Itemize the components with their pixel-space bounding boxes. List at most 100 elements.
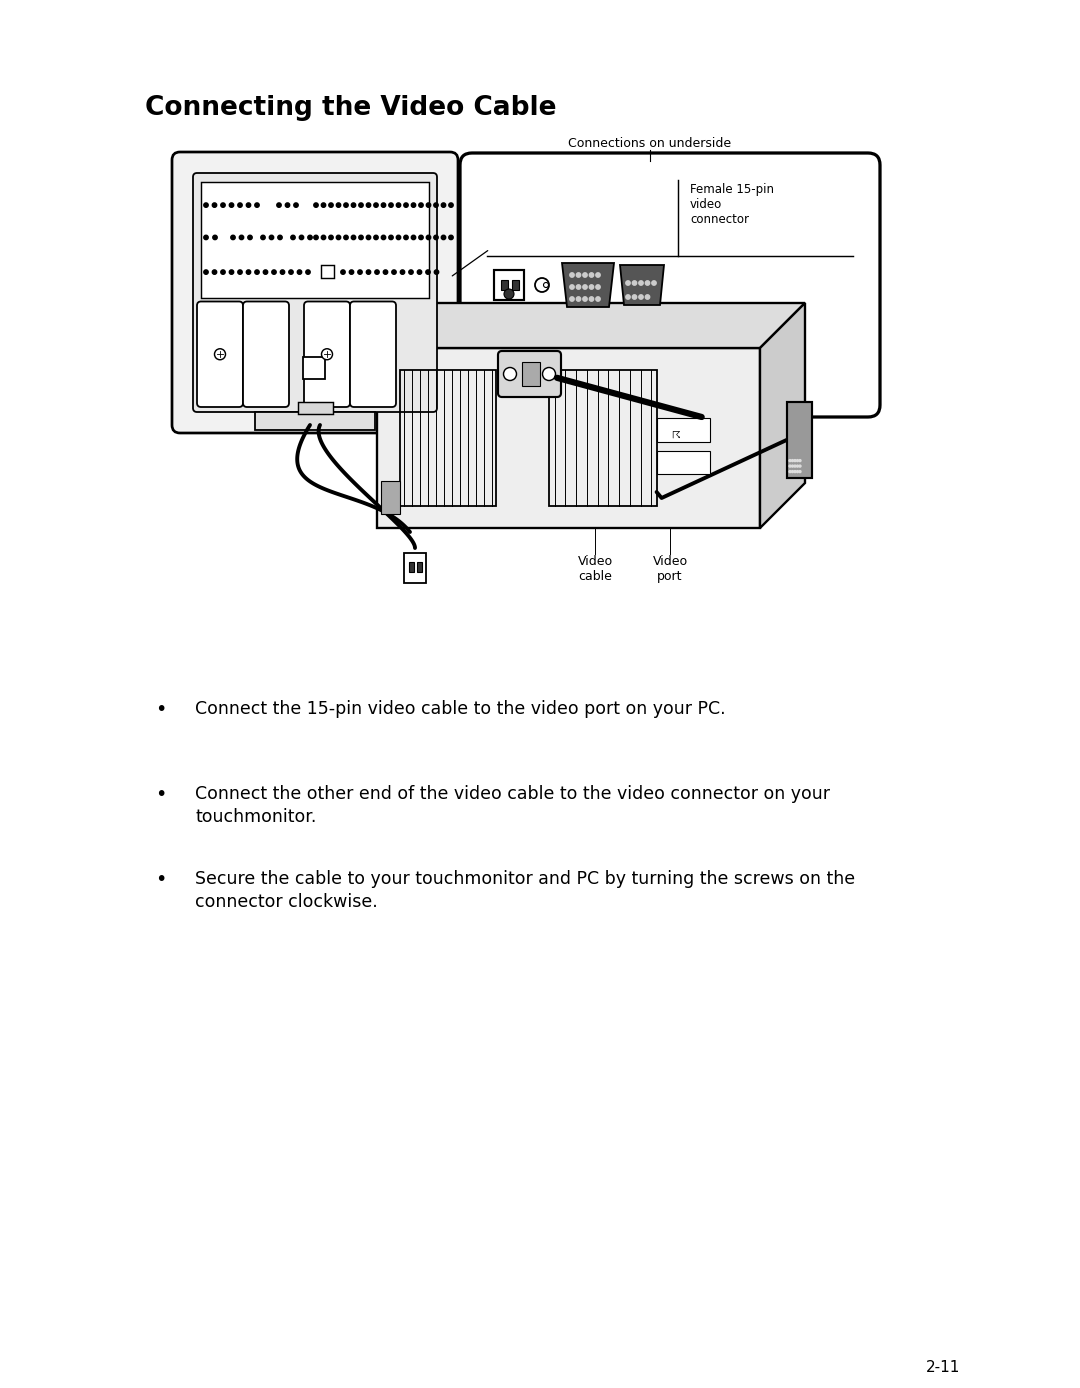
Bar [408,562,414,572]
Circle shape [351,235,355,240]
Bar [303,357,325,379]
Circle shape [357,269,362,275]
Circle shape [260,235,266,240]
Circle shape [434,269,438,275]
Text: 2-11: 2-11 [926,1360,960,1376]
Circle shape [535,278,549,291]
FancyBboxPatch shape [197,301,243,407]
Circle shape [336,235,340,240]
Circle shape [797,459,798,462]
FancyBboxPatch shape [193,174,437,412]
Circle shape [246,203,251,207]
Bar [321,265,334,278]
Circle shape [596,285,600,289]
Bar [404,552,426,583]
Circle shape [351,203,355,207]
Circle shape [427,235,431,240]
Circle shape [426,269,430,275]
Text: Connect the 15-pin video cable to the video port on your PC.: Connect the 15-pin video cable to the vi… [195,700,726,718]
Circle shape [504,289,514,298]
Circle shape [349,269,353,275]
Circle shape [213,203,217,207]
Circle shape [792,465,794,468]
Circle shape [328,203,334,207]
Circle shape [577,297,581,301]
Circle shape [583,273,588,278]
Circle shape [359,235,363,240]
Circle shape [291,235,295,240]
Text: •: • [156,870,166,888]
Circle shape [625,294,631,300]
Circle shape [789,471,791,472]
Circle shape [389,235,393,240]
Circle shape [570,273,575,278]
Circle shape [590,297,594,301]
Circle shape [285,203,289,207]
Circle shape [240,235,244,240]
Circle shape [570,285,575,289]
Circle shape [434,203,438,207]
FancyBboxPatch shape [303,301,350,407]
Circle shape [341,269,346,275]
Circle shape [229,269,233,275]
Circle shape [789,459,791,462]
Circle shape [411,203,416,207]
Circle shape [281,269,285,275]
Circle shape [417,269,421,275]
Circle shape [404,203,408,207]
Circle shape [404,235,408,240]
Polygon shape [377,303,805,348]
Circle shape [434,235,438,240]
Circle shape [632,294,637,300]
Bar [501,280,508,290]
Circle shape [503,368,516,380]
Circle shape [596,297,600,301]
Circle shape [336,203,340,207]
Text: •: • [156,700,166,719]
Circle shape [381,203,386,207]
Bar [550,369,657,507]
Circle shape [294,203,298,207]
Circle shape [794,465,796,468]
Text: Connections on underside: Connections on underside [568,137,731,150]
Polygon shape [760,303,805,527]
Circle shape [396,203,401,207]
Text: Video
port: Video port [652,555,688,583]
Circle shape [396,235,401,240]
Circle shape [596,273,600,278]
Circle shape [238,203,242,207]
Circle shape [411,235,416,240]
Circle shape [401,269,405,275]
Circle shape [392,269,396,275]
Text: Video
cable: Video cable [578,555,612,583]
Bar [522,362,540,386]
Circle shape [343,235,348,240]
Circle shape [359,203,363,207]
Circle shape [570,297,575,301]
Bar [377,348,760,527]
Circle shape [409,269,414,275]
Circle shape [375,269,379,275]
Circle shape [442,203,446,207]
Circle shape [638,280,644,285]
Circle shape [797,471,798,472]
Circle shape [366,235,370,240]
Circle shape [590,273,594,278]
Circle shape [213,269,217,275]
Circle shape [449,235,454,240]
Bar [512,280,519,290]
Circle shape [213,235,217,240]
FancyBboxPatch shape [498,351,561,397]
Circle shape [638,294,644,300]
Circle shape [306,269,310,275]
Circle shape [276,203,281,207]
Text: Connecting the Video Cable: Connecting the Video Cable [145,94,556,121]
Circle shape [366,203,370,207]
Circle shape [366,269,370,275]
Circle shape [229,203,233,207]
Circle shape [204,203,208,207]
Circle shape [389,203,393,207]
Circle shape [255,203,259,207]
Text: •: • [156,786,166,804]
Circle shape [632,280,637,285]
